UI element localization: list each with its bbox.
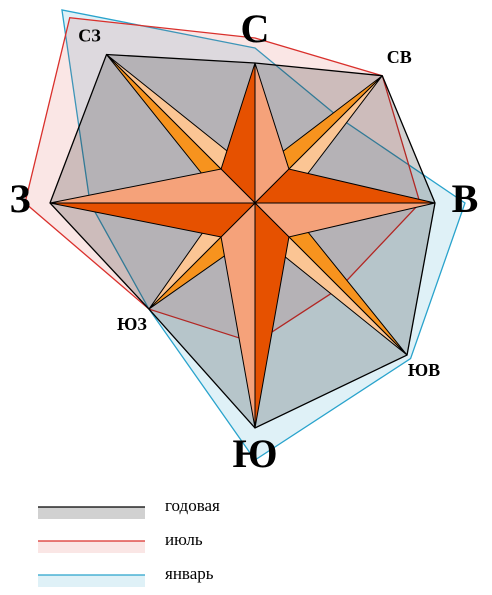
direction-label: В [452,176,479,221]
chart: С СВ В ЮВ Ю ЮЗ З СЗ годовая июль январь [0,0,492,595]
direction-label: Ю [232,431,277,476]
legend-swatch [38,575,145,587]
direction-label: ЮВ [408,360,440,380]
direction-label: С [241,6,270,51]
page: ССВВЮВЮЮЗЗСЗгодоваяиюльянварь (() => { c… [0,0,492,595]
legend-label: январь [165,564,214,583]
legend-swatch [38,507,145,519]
legend-swatch [38,541,145,553]
direction-label: ЮЗ [117,314,147,334]
direction-label: З [9,176,30,221]
legend-label: июль [165,530,203,549]
legend-label: годовая [165,496,220,515]
direction-label: СЗ [78,26,101,46]
direction-label: СВ [387,47,412,67]
